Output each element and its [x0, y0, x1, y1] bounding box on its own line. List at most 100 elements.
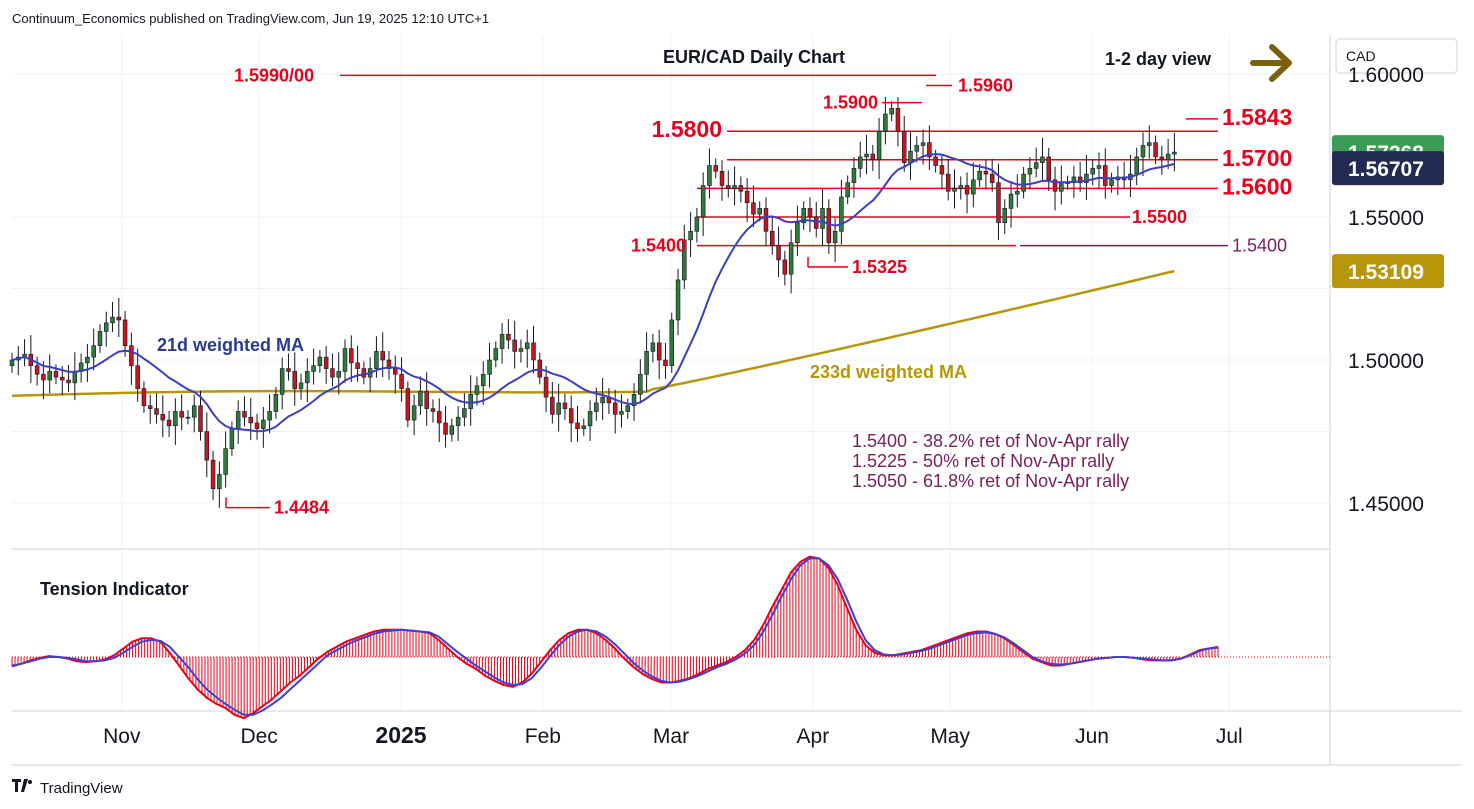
candle-body [1021, 173, 1026, 192]
candle-body [612, 402, 618, 415]
candle-body [927, 142, 932, 158]
candles-layer [9, 96, 1177, 508]
ma233-line [11, 269, 1175, 397]
ma233-layer [11, 269, 1175, 397]
candle-body [700, 185, 706, 218]
candle-body [487, 359, 492, 375]
candle-body [374, 351, 379, 369]
view-label: 1-2 day view [1105, 49, 1212, 69]
candle-body [550, 396, 555, 415]
candle-body [311, 365, 316, 372]
time-axis[interactable]: Nov Dec 2025 Feb Mar Apr May Jun Jul [103, 722, 1243, 748]
tension-label: Tension Indicator [40, 579, 189, 599]
candle-body [173, 411, 178, 427]
candle-body [562, 402, 568, 409]
candle-body [851, 168, 857, 183]
note-618: 1.5050 - 61.8% ret of Nov-Apr rally [852, 471, 1129, 491]
candle-body [663, 359, 668, 367]
candle-body [682, 239, 687, 281]
candle-body [1027, 168, 1033, 175]
candle-body [430, 408, 436, 412]
candle-body [952, 188, 957, 192]
price-badge [1332, 254, 1444, 289]
candle-body [945, 173, 951, 192]
published-caption: Continuum_Economics published on Trading… [12, 11, 489, 26]
candle-body [72, 371, 78, 384]
levels-layer [225, 74, 1228, 509]
candle-body [455, 416, 461, 427]
price-tick-label: 1.55000 [1348, 207, 1424, 230]
candle-body [116, 316, 122, 321]
candle-body [462, 408, 467, 418]
price-tick-label: 1.45000 [1348, 493, 1424, 516]
candle-body [110, 316, 115, 324]
tradingview-logo[interactable]: TradingView [12, 779, 123, 797]
level-label: 1.4484 [274, 498, 329, 518]
candle-body [776, 245, 781, 261]
candle-body [531, 342, 536, 361]
candle-body [920, 142, 926, 146]
candle-body [267, 411, 272, 421]
candle-body [34, 365, 40, 375]
time-tick-label: Jul [1216, 725, 1243, 748]
tension-indicator-pane [11, 555, 1330, 720]
candle-body [1033, 162, 1039, 169]
candle-body [1147, 142, 1152, 146]
candle-body [1015, 190, 1020, 195]
candle-body [1103, 165, 1108, 186]
candle-body [1040, 156, 1045, 163]
candle-body [1159, 156, 1165, 161]
candle-body [1109, 179, 1114, 186]
candle-body [675, 279, 681, 321]
candle-body [870, 153, 876, 161]
level-label: 1.5800 [652, 116, 722, 142]
candle-body [512, 339, 517, 352]
tension-signal-line [11, 557, 1219, 716]
candle-body [524, 342, 530, 349]
candle-body [738, 185, 744, 192]
price-axis[interactable]: 1.60000 1.55000 1.50000 1.45000 [1348, 64, 1424, 516]
candle-body [480, 373, 486, 387]
candle-body [1052, 179, 1058, 192]
candle-body [719, 170, 725, 186]
candle-body [405, 388, 411, 421]
candle-body [581, 425, 587, 429]
candle-body [248, 416, 254, 424]
level-label: 1.5700 [1222, 145, 1292, 171]
arrow-right-icon [1250, 44, 1292, 82]
candle-body [217, 474, 222, 489]
candle-body [958, 185, 964, 189]
level-label: 1.5400 [631, 236, 686, 256]
candle-body [141, 388, 147, 407]
candle-body [650, 342, 656, 352]
candle-body [418, 391, 423, 407]
candle-body [857, 156, 863, 169]
candle-body [261, 419, 266, 429]
price-tick-label: 1.50000 [1348, 350, 1424, 373]
candle-body [864, 153, 869, 158]
candle-body [989, 173, 995, 183]
candle-body [1002, 208, 1008, 224]
candle-body [191, 405, 197, 418]
candle-body [399, 373, 404, 389]
candle-body [688, 231, 693, 241]
candle-body [625, 405, 631, 412]
time-tick-label: Nov [103, 725, 141, 748]
currency-button[interactable]: CAD [1335, 38, 1458, 74]
candle-body [807, 208, 813, 218]
candle-body [568, 408, 574, 424]
candle-body [342, 348, 348, 372]
level-labels: 1.5990/001.59601.59001.58431.58001.57001… [234, 65, 1292, 517]
candle-body [1071, 176, 1077, 183]
candle-body [135, 365, 140, 389]
candle-body [355, 362, 360, 369]
candle-body [204, 431, 210, 461]
candle-body [66, 379, 71, 384]
candle-body [744, 190, 750, 203]
candle-body [518, 348, 524, 352]
candle-body [449, 425, 455, 435]
candle-body [1084, 173, 1089, 183]
candle-body [53, 371, 59, 378]
candle-body [468, 394, 473, 409]
candle-body [820, 208, 825, 229]
